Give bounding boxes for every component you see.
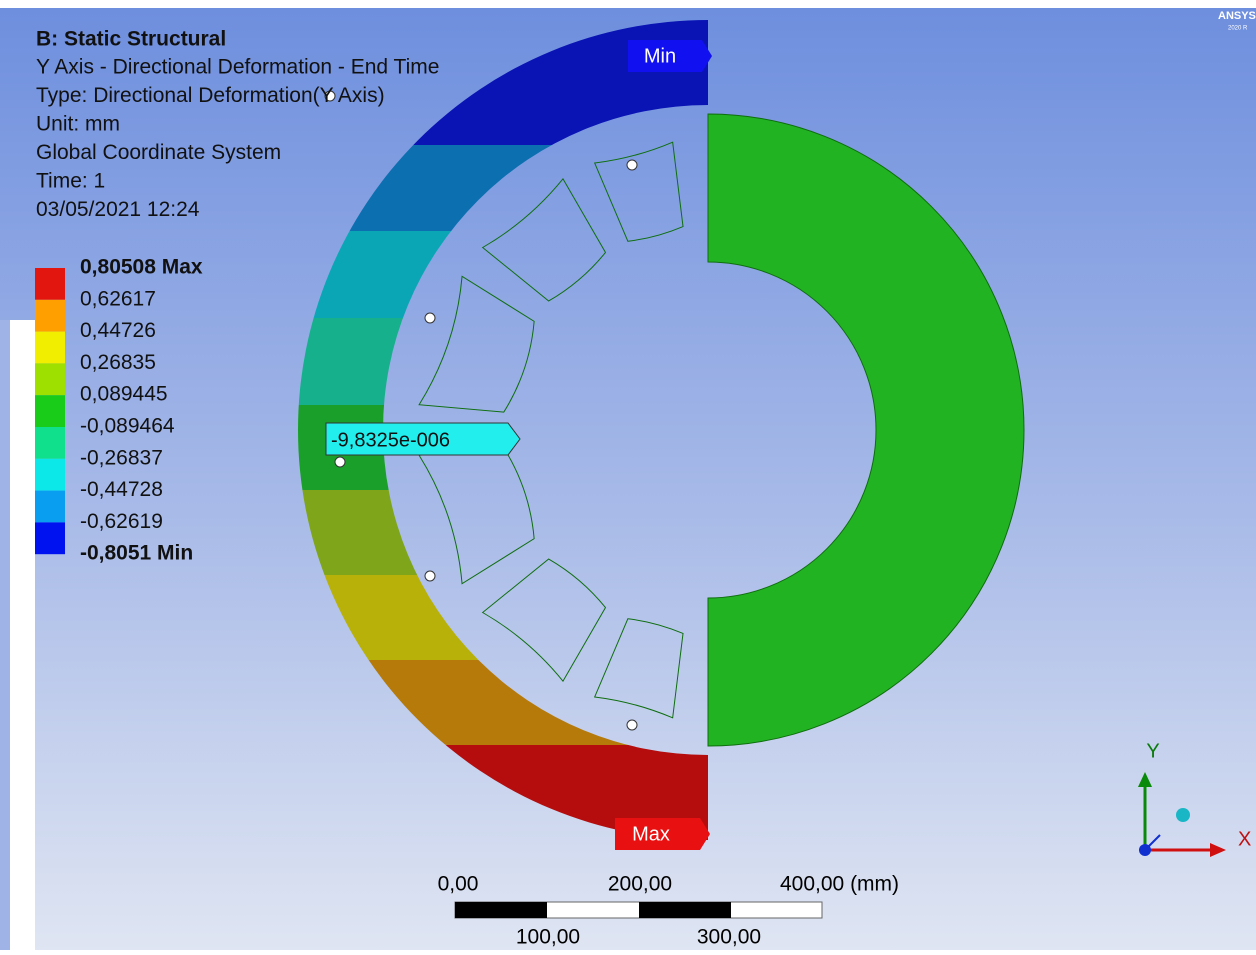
header-line: Y Axis - Directional Deformation - End T… bbox=[36, 56, 439, 79]
min-label: Min bbox=[644, 45, 676, 67]
legend-label: 0,62617 bbox=[80, 287, 156, 310]
side-panel bbox=[10, 320, 35, 950]
legend-swatch bbox=[35, 459, 65, 491]
header-line: Type: Directional Deformation(Y Axis) bbox=[36, 84, 385, 107]
header-line: Global Coordinate System bbox=[36, 141, 281, 164]
bolt-hole bbox=[627, 720, 637, 730]
header-line: Time: 1 bbox=[36, 170, 105, 193]
min-tag: Min bbox=[628, 40, 712, 72]
ansys-viewport: Min Max -9,8325e-006 B: Static Structura… bbox=[0, 0, 1256, 950]
scale-label: 400,00 (mm) bbox=[780, 873, 899, 896]
legend-swatch bbox=[35, 300, 65, 332]
legend-label: -0,8051 Min bbox=[80, 542, 193, 565]
legend-label: -0,62619 bbox=[80, 510, 163, 533]
legend-swatch bbox=[35, 395, 65, 427]
scale-label: 0,00 bbox=[438, 873, 479, 896]
probe: -9,8325e-006 bbox=[326, 423, 520, 455]
logo-version: 2020 R bbox=[1228, 26, 1248, 32]
legend-label: -0,26837 bbox=[80, 446, 163, 469]
legend-swatch bbox=[35, 491, 65, 523]
scale-label: 200,00 bbox=[608, 873, 672, 896]
y-axis-label: Y bbox=[1146, 740, 1159, 762]
logo: ANSYS bbox=[1218, 10, 1256, 22]
result-title: B: Static Structural bbox=[36, 28, 226, 51]
bolt-hole bbox=[335, 457, 345, 467]
bolt-hole bbox=[627, 160, 637, 170]
legend-swatch bbox=[35, 268, 65, 300]
header-line: 03/05/2021 12:24 bbox=[36, 198, 200, 221]
max-label: Max bbox=[632, 823, 670, 845]
legend-label: 0,089445 bbox=[80, 383, 168, 406]
legend-label: 0,80508 Max bbox=[80, 256, 203, 279]
legend-label: -0,089464 bbox=[80, 415, 175, 438]
legend-swatch bbox=[35, 427, 65, 459]
side-strip bbox=[0, 320, 10, 950]
legend-label: 0,44726 bbox=[80, 319, 156, 342]
legend-label: 0,26835 bbox=[80, 351, 156, 374]
header-line: Unit: mm bbox=[36, 113, 120, 136]
probe-label: -9,8325e-006 bbox=[331, 429, 450, 451]
bolt-hole bbox=[425, 571, 435, 581]
legend-swatch bbox=[35, 332, 65, 364]
bolt-hole bbox=[425, 313, 435, 323]
legend-swatch bbox=[35, 363, 65, 395]
legend-swatch bbox=[35, 522, 65, 554]
max-tag: Max bbox=[615, 818, 710, 850]
legend-label: -0,44728 bbox=[80, 478, 163, 501]
scale-label: 300,00 bbox=[697, 926, 761, 949]
x-axis-label: X bbox=[1238, 828, 1251, 850]
scale-label: 100,00 bbox=[516, 926, 580, 949]
